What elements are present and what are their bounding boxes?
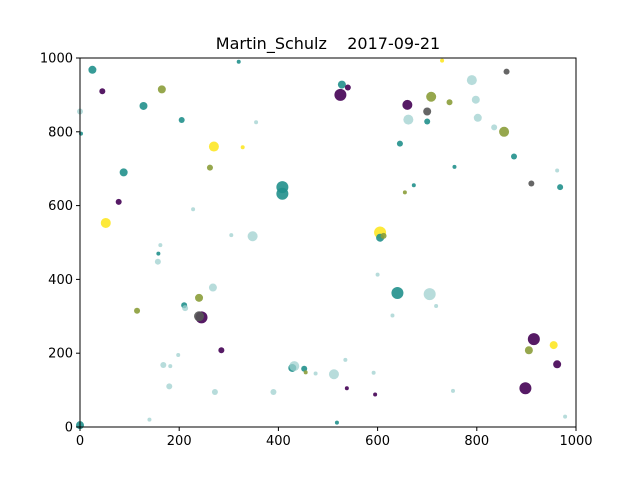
data-point (229, 233, 234, 238)
data-point (247, 231, 258, 242)
data-point (176, 353, 181, 358)
y-tick-label: 0 (65, 421, 73, 436)
data-point (555, 168, 560, 173)
x-tick-label: 800 (464, 434, 489, 449)
x-tick-label: 400 (266, 434, 291, 449)
data-point (371, 370, 376, 375)
data-point (380, 232, 387, 239)
data-point (390, 313, 395, 318)
data-point (511, 153, 517, 160)
data-point (100, 217, 111, 228)
data-point (503, 68, 510, 75)
data-point (119, 168, 128, 177)
data-point (303, 370, 308, 375)
data-point (157, 85, 166, 94)
plot-background (80, 58, 576, 427)
data-point (423, 107, 432, 116)
x-tick-label: 0 (76, 434, 84, 449)
data-point (373, 392, 378, 397)
y-tick-label: 1000 (40, 52, 73, 67)
data-point (499, 126, 510, 137)
data-point (208, 141, 219, 152)
data-point (434, 303, 439, 308)
data-point (446, 99, 453, 106)
data-point (471, 95, 480, 104)
data-point (524, 346, 533, 355)
data-point (473, 113, 482, 122)
data-point (527, 333, 540, 346)
data-point (396, 140, 403, 147)
data-point (553, 360, 562, 369)
data-point (178, 116, 185, 123)
data-point (218, 347, 225, 354)
data-point (191, 207, 196, 212)
data-point (139, 101, 148, 110)
data-point (411, 183, 416, 188)
data-point (402, 99, 413, 110)
data-point (99, 88, 106, 95)
data-point (270, 388, 277, 395)
data-point (206, 164, 213, 171)
y-tick-label: 400 (48, 273, 73, 288)
data-point (208, 283, 217, 292)
data-point (289, 361, 300, 372)
data-point (450, 388, 455, 393)
data-point (423, 288, 436, 301)
data-point (276, 187, 289, 200)
data-point (240, 145, 245, 150)
data-point (466, 75, 477, 86)
data-point (334, 88, 347, 101)
x-tick-label: 200 (167, 434, 192, 449)
data-point (88, 65, 97, 74)
data-point (166, 383, 173, 390)
chart-title: Martin_Schulz 2017-09-21 (216, 34, 440, 54)
data-point (134, 307, 141, 314)
y-tick-label: 800 (48, 125, 73, 140)
data-point (424, 118, 431, 125)
data-point (440, 58, 445, 63)
data-point (211, 388, 218, 395)
data-point (195, 293, 204, 302)
data-point (391, 287, 404, 300)
x-axis: 0 200 400 600 800 1000 (76, 427, 593, 449)
data-point (158, 243, 163, 248)
data-point (168, 364, 173, 369)
data-point (452, 164, 457, 169)
data-point (343, 357, 348, 362)
data-point (328, 369, 339, 380)
data-point (182, 305, 189, 312)
data-point (313, 371, 318, 376)
data-point (557, 184, 564, 191)
data-point (194, 311, 205, 322)
data-point (147, 417, 152, 422)
y-axis: 0 200 400 600 800 1000 (40, 52, 80, 436)
y-tick-label: 200 (48, 347, 73, 362)
data-point (402, 190, 407, 195)
data-point (337, 80, 346, 89)
data-point (528, 180, 535, 187)
data-point (236, 59, 241, 64)
data-point (334, 420, 339, 425)
data-point (160, 362, 167, 369)
y-tick-label: 600 (48, 199, 73, 214)
data-point (154, 258, 161, 265)
data-point (519, 382, 532, 395)
data-point (344, 84, 351, 91)
data-point (403, 114, 414, 125)
data-point (375, 272, 380, 277)
data-point (301, 365, 308, 372)
data-point (115, 198, 122, 205)
data-point (426, 91, 437, 102)
data-points (76, 58, 568, 430)
data-point (563, 414, 568, 419)
x-tick-label: 1000 (559, 434, 592, 449)
data-point (491, 124, 498, 131)
x-tick-label: 600 (365, 434, 390, 449)
plot-frame (79, 57, 577, 428)
data-point (156, 251, 161, 256)
data-point (254, 120, 259, 125)
data-point (549, 341, 558, 350)
data-point (344, 386, 349, 391)
